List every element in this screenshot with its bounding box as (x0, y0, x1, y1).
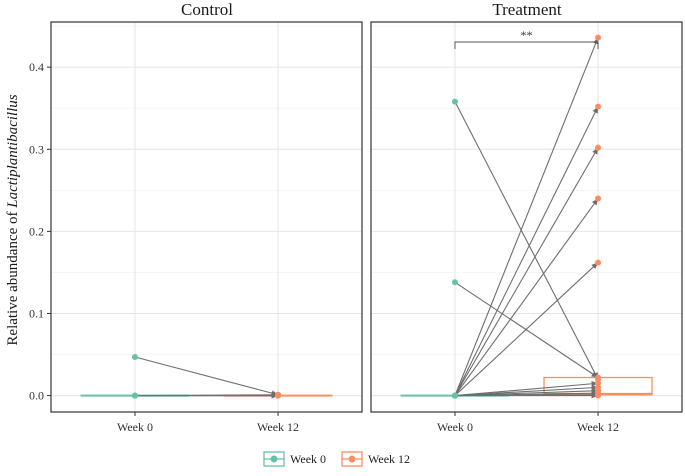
y-tick-label: 0.3 (29, 142, 44, 156)
panel-background (51, 22, 362, 412)
panel-control (47, 21, 363, 416)
legend-item-week0: Week 0 (263, 451, 326, 467)
significance-bracket (454, 41, 599, 49)
panel-treatment: ** (370, 21, 683, 416)
significance-label: ** (521, 28, 533, 42)
panel-title-treatment: Treatment (492, 0, 562, 19)
point-week12 (595, 34, 602, 41)
legend-key-dot-week12 (348, 455, 356, 463)
point-week0 (131, 353, 138, 360)
point-week12 (595, 195, 602, 202)
legend-key-dot-week0 (270, 455, 278, 463)
paired-line (454, 106, 599, 396)
y-axis-label-genus: Lactiplantibacillus (5, 94, 21, 208)
point-week0 (451, 279, 458, 286)
paired-line (454, 198, 599, 396)
point-week12 (595, 259, 602, 266)
y-tick-labels: 0.0 0.1 0.2 0.3 0.4 (29, 60, 44, 402)
paired-line (454, 382, 599, 397)
panel-border (370, 21, 683, 413)
legend-label-week0: Week 0 (290, 452, 326, 466)
point-week12 (595, 103, 602, 110)
y-axis-label-prefix: Relative abundance of (5, 208, 21, 346)
arrow-head (271, 392, 279, 399)
paired-line (454, 281, 599, 378)
y-tick-label: 0.2 (29, 224, 44, 238)
point-week0 (131, 392, 138, 399)
arrow-head (591, 392, 599, 399)
paired-line (134, 356, 279, 396)
paired-line (454, 262, 599, 396)
paired-line (454, 37, 599, 396)
x-tick-label: Week 12 (577, 420, 619, 434)
paired-line (454, 101, 599, 380)
arrow-head (591, 380, 599, 387)
y-tick-label: 0.4 (29, 60, 44, 74)
legend-label-week12: Week 12 (368, 452, 410, 466)
point-week12 (595, 376, 602, 383)
point-week12 (275, 392, 282, 399)
point-week12 (595, 144, 602, 151)
legend: Week 0 Week 12 (263, 451, 410, 467)
panel-border (50, 21, 363, 413)
point-week12 (595, 380, 602, 387)
x-tick-label: Week 0 (117, 420, 153, 434)
panel-title-control: Control (181, 0, 233, 19)
legend-item-week12: Week 12 (341, 451, 410, 467)
point-week0 (451, 392, 458, 399)
x-tick-label: Week 12 (257, 420, 299, 434)
y-tick-label: 0.0 (29, 389, 44, 403)
point-week12 (595, 392, 602, 399)
y-tick-label: 0.1 (29, 306, 44, 320)
point-week0 (451, 98, 458, 105)
x-tick-label: Week 0 (437, 420, 473, 434)
x-tick-labels: Week 0 Week 12 Week 0 Week 12 (117, 420, 619, 434)
paired-line (454, 147, 599, 396)
y-axis-label: Relative abundance of Lactiplantibacillu… (5, 94, 21, 345)
